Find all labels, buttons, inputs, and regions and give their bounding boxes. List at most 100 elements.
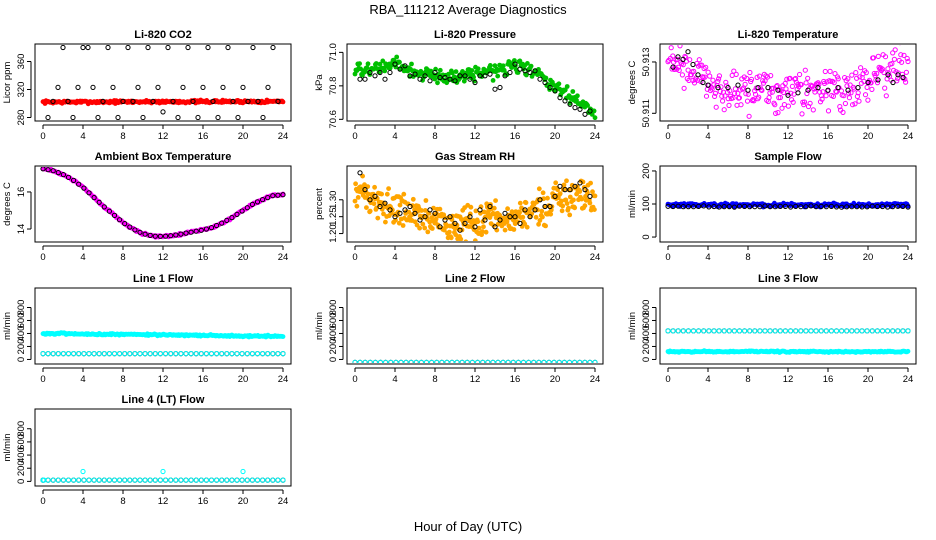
x-tick-label: 20 [550,252,561,263]
data-point [425,229,431,235]
panel-title: Li-820 Temperature [738,29,839,41]
series-line-3-cyan-markers [665,328,911,334]
data-point [280,192,286,198]
data-point [183,351,189,357]
y-axis-label: Licor ppm [2,62,13,104]
data-point [168,233,174,239]
data-point [147,351,153,357]
data-point [50,168,56,174]
data-point [765,85,771,91]
y-tick-label: 0 [16,357,27,362]
data-point [757,204,763,210]
data-point [520,359,527,363]
data-point [405,201,411,207]
data-point [397,66,403,72]
data-point [229,351,235,357]
x-tick-label: 0 [665,252,670,263]
data-point [85,45,91,51]
x-tick-label: 12 [158,131,169,142]
data-point [260,477,266,483]
x-tick-label: 16 [823,252,834,263]
data-point [235,114,241,120]
data-point [467,76,473,82]
data-point [81,185,87,191]
y-axis-label: ml/min [627,312,638,340]
data-point [270,193,276,199]
x-tick-label: 20 [238,496,249,507]
data-point [444,359,450,363]
data-point [382,200,388,206]
data-point [160,468,166,475]
plot-frame [346,287,604,365]
data-point [802,67,808,73]
data-point [372,359,378,363]
data-point [45,477,51,483]
data-point [224,477,230,483]
data-point [903,79,909,85]
y-axis-label: ml/min [2,434,13,462]
panel-temperature: Li-820 Temperature degrees C 0 4 8 12 16 20 24 50… [627,29,917,142]
data-point [752,204,758,210]
data-point [567,187,573,193]
data-point [798,204,804,210]
data-point [564,201,570,206]
data-point [905,204,911,210]
data-point [374,195,380,201]
data-point [364,65,370,71]
data-point [833,204,840,210]
data-point [173,477,179,483]
data-point [442,217,448,223]
panel-title: Gas Stream RH [435,151,515,163]
x-tick-label: 8 [745,252,750,263]
x-tick-label: 12 [158,374,169,385]
data-point [80,468,86,475]
series-co2-raw [40,97,286,107]
data-point [210,98,216,105]
data-point [468,204,474,210]
data-point [680,204,686,210]
panel-line1: Line 1 Flow ml/min 0 4 8 12 16 20 24 0 20040060080… [2,273,292,385]
data-point [572,359,578,363]
data-point [777,94,784,101]
data-point [882,54,889,60]
data-point [903,69,910,75]
panel-title: Ambient Box Temperature [95,151,232,163]
data-point [885,328,891,334]
data-point [449,359,455,363]
data-point [367,359,373,363]
data-point [188,351,194,357]
data-point [490,78,496,83]
data-point [392,61,398,67]
plot-frame [34,165,292,243]
data-point [726,328,732,334]
data-point [562,187,568,193]
y-tick-label: 400 [16,326,27,342]
panel-line2: Line 2 Flow ml/min 0 4 8 12 16 20 24 0 20040060080… [314,273,604,385]
x-tick-label: 0 [665,374,670,385]
data-point [142,231,148,237]
data-point [849,72,855,78]
data-point [203,351,209,357]
data-point [65,174,72,180]
data-point [552,193,558,199]
x-tick-label: 8 [120,252,125,263]
data-point [71,177,77,183]
data-point [110,84,116,91]
data-point [857,74,863,80]
data-point [60,351,67,357]
data-point [275,192,281,198]
data-point [71,477,77,483]
data-point [487,203,493,210]
data-point [412,210,418,216]
data-point [45,167,51,173]
data-point [383,219,388,225]
data-point [357,61,362,66]
data-point [362,76,368,82]
data-point [731,68,737,74]
data-point [482,73,488,79]
data-point [525,61,530,66]
data-point [491,205,497,211]
data-point [577,106,583,112]
data-point [219,351,225,357]
